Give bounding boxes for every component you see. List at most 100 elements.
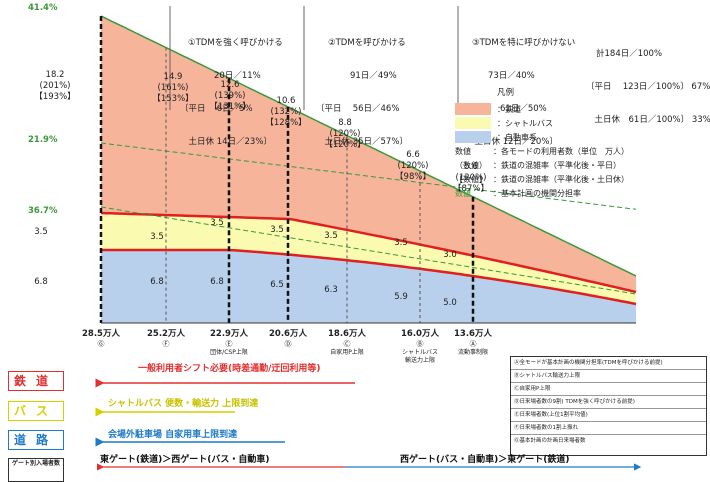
note-key: 【数値】	[455, 174, 487, 184]
bus-note: シャトルバス 便数・輸送力 上限到達	[108, 399, 259, 409]
x-point-label: 18.6万人	[328, 329, 366, 339]
plan-share-dashed-1	[100, 142, 637, 210]
legend-rail-label: ：鉄道	[497, 104, 521, 114]
note-desc: ：各モードの利用者数（単位 万人）	[493, 146, 629, 156]
rail-label-line: (120%)	[455, 173, 487, 183]
rail-label-line: 10.6	[276, 96, 296, 106]
category-rail: 鉄道	[8, 371, 64, 391]
left-pct-top: 41.4%	[28, 3, 58, 13]
sec1-days: 20日／11%	[214, 71, 261, 81]
legend-note-2: （数値） ：鉄道の混雑率（平準化後・平日）	[455, 158, 705, 172]
legend-title: 凡例	[497, 88, 515, 98]
left-pct-bus: 36.7%	[28, 206, 58, 216]
x-point-sublabel: 流動事制限	[457, 349, 488, 356]
x-point-letter: Ⓒ	[343, 340, 351, 348]
totals-weekday: 〔平日 123日／100%〕 67%	[586, 82, 710, 92]
rail-label-line: 【153%】	[152, 94, 194, 104]
sec2-days: 91日／49%	[350, 71, 397, 81]
x-point-label: 28.5万人	[82, 329, 120, 339]
rail-value-label: 12.6 (139%) 【131%】	[203, 80, 257, 113]
rail-label-line: 【87%】	[453, 184, 489, 194]
car-value-label: 6.8	[210, 277, 224, 287]
ref-item: Ⓓ日来場者数の9割( TDMを強く呼びかける前提)	[511, 396, 706, 409]
bus-value-label: 3.5	[394, 238, 408, 248]
category-gate: ゲート別入場者数	[8, 458, 64, 482]
rail-value-label: 18.2 (201%) 【193%】	[28, 70, 82, 103]
rail-note: 一般利用者シフト必要(時差通勤/迂回利用等)	[138, 364, 321, 374]
sec1-weekend: 土日休 14日／23%〕	[180, 137, 272, 147]
x-point-letter: Ⓐ	[469, 340, 477, 348]
x-point-label: 22.9万人	[210, 329, 248, 339]
rail-label-line: 【193%】	[34, 92, 76, 102]
car-value-label: 6.8	[150, 277, 164, 287]
x-point-letter: Ⓓ	[284, 340, 292, 348]
rail-swatch	[455, 103, 491, 115]
section-2-header: ②TDMを呼びかける 91日／49% 〔平日 56日／46% 土日休 35日／5…	[316, 16, 408, 159]
sec2-weekday: 〔平日 56日／46%	[316, 104, 400, 114]
bus-area	[101, 213, 636, 304]
rail-label-line: (161%)	[157, 83, 189, 93]
bus-swatch	[455, 117, 491, 129]
note-key: 数値	[455, 146, 471, 156]
car-area	[101, 250, 636, 323]
ref-item: Ⓖ基本計画の計画日来場者数	[514, 438, 586, 444]
x-point-sublabel: シャトルバス 輸送力上限	[401, 349, 438, 364]
legend-note-3: 【数値】 ：鉄道の混雑率（平準化後・土日休）	[455, 172, 705, 186]
bus-car-boundary	[101, 248, 637, 306]
totals-weekend: 土日休 61日／100%〕 33%	[586, 115, 710, 125]
totals-days: 計184日／100%	[596, 49, 663, 59]
x-point-sublabel: 団体/CSP上限	[210, 349, 248, 356]
rail-bus-boundary	[100, 211, 637, 294]
sec2-title: ②TDMを呼びかける	[328, 38, 406, 48]
rail-label-line: 6.6	[406, 150, 420, 160]
bus-value-label: 3.5	[210, 218, 224, 228]
x-point-letter: Ⓖ	[97, 340, 105, 348]
rail-value-label: 8.8 (120%) 【120%】	[318, 118, 372, 151]
ref-item: Ⓑシャトルバス輸送力上限	[511, 370, 706, 383]
rail-label-line: 18.2	[45, 70, 65, 80]
car-value-label: 6.3	[324, 285, 338, 295]
rail-label-line: 【120%】	[324, 140, 366, 150]
legend-row-car: ：自動車系	[455, 130, 705, 144]
x-point-letter: Ⓑ	[416, 340, 424, 348]
rail-value-label: 6.6 (120%) 【98%】	[386, 150, 440, 183]
car-value-label: 6.5	[270, 280, 284, 290]
sec1-title: ①TDMを強く呼びかける	[188, 38, 283, 48]
legend-note-1: 数値 ：各モードの利用者数（単位 万人）	[455, 144, 705, 158]
rail-label-line: 【131%】	[209, 102, 251, 112]
ref-item: Ⓐ全モードが基本計画の機関分担率(TDMを呼びかける前提)	[511, 357, 706, 370]
rail-value-label: 10.6 (132%) 【128%】	[259, 96, 313, 129]
car-swatch	[455, 131, 491, 143]
car-value-label: 6.8	[34, 277, 48, 287]
sec3-title: ③TDMを特に呼びかけない	[472, 38, 576, 48]
ref-item: Ⓒ自家用P上限	[511, 383, 706, 396]
reference-box: Ⓐ全モードが基本計画の機関分担率(TDMを呼びかける前提) Ⓑシャトルバス輸送力…	[510, 356, 707, 456]
plan-share-dashed-2	[100, 206, 637, 295]
gate-right-text: 西ゲート(バス・自動車)＞東ゲート(鉄道)	[400, 455, 570, 465]
bus-value-label: 3.5	[150, 232, 164, 242]
bus-value-label: 3.5	[34, 227, 48, 237]
legend-note-4: 数値 ：基本計画の機関分担率	[455, 186, 705, 200]
sec1-weekday: 〔平日 6日／5%	[180, 104, 253, 114]
gate-left-text: 東ゲート(鉄道)＞西ゲート(バス・自動車)	[100, 455, 270, 465]
section-1-header: ①TDMを強く呼びかける 20日／11% 〔平日 6日／5% 土日休 14日／2…	[180, 16, 283, 159]
rail-value-label: 5.6 (120%) 【87%】	[444, 162, 498, 195]
rail-label-line: (201%)	[39, 81, 71, 91]
rail-label-line: 14.9	[163, 72, 183, 82]
x-point-sublabel: 自家用P上限	[330, 349, 364, 356]
x-point-label: 20.6万人	[269, 329, 307, 339]
left-pct-dashed: 21.9%	[28, 135, 58, 145]
rail-label-line: 【128%】	[265, 118, 307, 128]
rail-label-line: (139%)	[214, 91, 246, 101]
note-desc: ：鉄道の混雑率（平準化後・平日）	[493, 160, 621, 170]
legend-car-label: ：自動車系	[497, 132, 537, 142]
category-bus: バス	[8, 401, 64, 421]
note-desc: ：基本計画の機関分担率	[493, 188, 581, 198]
road-note: 会場外駐車場 自家用車上限到達	[108, 430, 238, 440]
x-point-label: 13.6万人	[454, 329, 492, 339]
legend-row-rail: ：鉄道	[455, 102, 705, 116]
rail-label-line: (132%)	[270, 107, 302, 117]
rail-label-line: (120%)	[397, 161, 429, 171]
car-value-label: 5.0	[443, 298, 457, 308]
